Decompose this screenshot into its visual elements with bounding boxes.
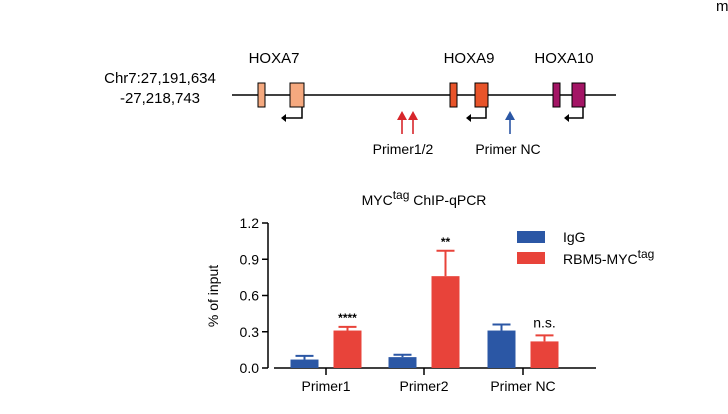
x-axis: Primer1 Primer2 Primer NC (274, 367, 596, 394)
tss-arrow-hoxa9 (471, 107, 487, 119)
x-category-label: Primer2 (399, 378, 448, 394)
gene-label-hoxa7: HOXA7 (249, 50, 300, 67)
gene-exon-hoxa10-1 (552, 82, 561, 108)
y-tick-label: 0.3 (240, 324, 260, 340)
locus-panel: Chr7:27,191,634 -27,218,743 HOXA7 HOXA9 … (104, 50, 616, 157)
chart-title: MYCtag ChIP-qPCR (362, 188, 487, 208)
gene-exon-hoxa7-2 (289, 82, 305, 108)
tss-arrowhead-hoxa10 (564, 114, 569, 122)
bar-rbm5-1 (431, 276, 460, 368)
y-axis: 0.0 0.3 0.6 0.9 1.2 (240, 215, 269, 376)
bars (290, 276, 559, 368)
significance-labels: ******n.s. (338, 235, 556, 331)
primer1-arrowhead (397, 111, 407, 120)
gene-exon-hoxa9-1 (449, 82, 458, 108)
primer-nc-label: Primer NC (475, 141, 540, 157)
significance-primer2: ** (441, 235, 451, 249)
legend-swatch-igg (517, 231, 545, 243)
bar-igg-1 (388, 357, 417, 368)
tss-arrowhead-hoxa7 (281, 114, 286, 122)
gene-exon-hoxa7-1 (257, 82, 266, 108)
primer-1-2-label: Primer1/2 (373, 141, 434, 157)
y-axis-label: % of input (205, 265, 221, 327)
y-tick-label: 1.2 (240, 215, 260, 231)
bar-rbm5-2 (530, 341, 559, 368)
gene-exon-hoxa9-2 (474, 82, 489, 108)
primer2-arrowhead (408, 111, 418, 120)
y-tick-label: 0.0 (240, 360, 260, 376)
x-category-label: Primer1 (301, 378, 350, 394)
tss-arrowhead-hoxa9 (466, 114, 471, 122)
bar-igg-0 (290, 359, 319, 368)
significance-primer1: **** (338, 311, 357, 325)
legend-swatch-rbm5 (517, 252, 545, 264)
significance-primer-nc: n.s. (533, 314, 556, 330)
chart-panel: MYCtag ChIP-qPCR % of input 0.0 0.3 0.6 0.9… (205, 188, 654, 394)
legend: IgG RBM5-MYCtag (517, 229, 654, 267)
tss-arrow-hoxa10 (569, 107, 584, 119)
gene-exon-hoxa10-2 (571, 82, 586, 108)
primer-nc-arrowhead (505, 111, 515, 120)
error-bars (295, 249, 554, 360)
primer-nc-arrow (505, 111, 515, 134)
gene-label-hoxa10: HOXA10 (534, 50, 593, 67)
corner-text-fragment: m (716, 0, 728, 15)
y-tick-label: 0.6 (240, 288, 260, 304)
y-tick-label: 0.9 (240, 251, 260, 267)
legend-label-rbm5: RBM5-MYCtag (563, 247, 654, 267)
chromosome-coordinate-line1: Chr7:27,191,634 (104, 70, 216, 87)
gene-label-hoxa9: HOXA9 (444, 50, 495, 67)
x-category-label: Primer NC (490, 378, 555, 394)
legend-label-igg: IgG (563, 229, 586, 245)
bar-igg-2 (487, 330, 516, 368)
tss-arrow-hoxa7 (286, 107, 303, 119)
primer-1-2-arrows (397, 111, 418, 134)
bar-rbm5-0 (333, 330, 362, 368)
chromosome-coordinate-line2: -27,218,743 (120, 90, 200, 107)
